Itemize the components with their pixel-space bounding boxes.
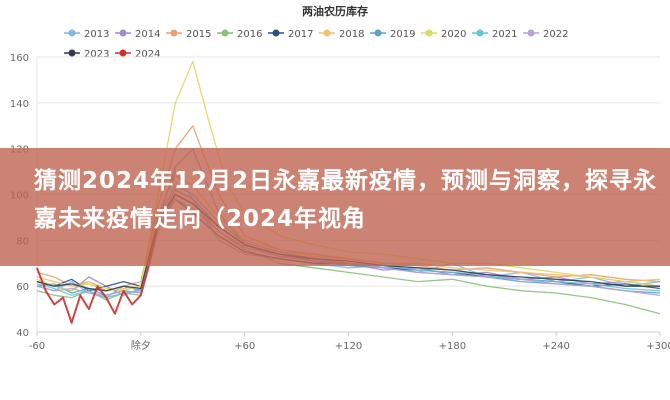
legend-label: 2024 bbox=[135, 49, 160, 60]
x-tick-label: +60 bbox=[234, 341, 255, 352]
y-tick-label: 160 bbox=[10, 53, 29, 64]
legend-swatch-marker bbox=[119, 49, 127, 57]
legend-item-2024[interactable]: 2024 bbox=[115, 49, 160, 60]
legend-label: 2020 bbox=[441, 29, 466, 40]
legend-label: 2018 bbox=[339, 29, 364, 40]
x-tick-label: +240 bbox=[542, 341, 569, 352]
x-tick-label: 除夕 bbox=[131, 339, 151, 352]
legend-label: 2019 bbox=[390, 29, 415, 40]
legend-swatch-marker bbox=[323, 29, 331, 37]
x-tick-label: +120 bbox=[335, 341, 362, 352]
x-tick-label: -60 bbox=[29, 341, 45, 352]
legend-item-2015[interactable]: 2015 bbox=[166, 29, 211, 40]
legend-swatch-marker bbox=[119, 29, 127, 37]
legend-swatch-marker bbox=[221, 29, 229, 37]
headline-banner: 猜测2024年12月2日永嘉最新疫情，预测与洞察，探寻永嘉未来疫情走向（2024… bbox=[0, 148, 670, 266]
legend-swatch-marker bbox=[527, 29, 535, 37]
x-axis: -60 除夕 +60 +120 +180 +240 +300 bbox=[29, 57, 670, 352]
series-line-2024 bbox=[36, 221, 160, 324]
legend-item-2020[interactable]: 2020 bbox=[421, 29, 466, 40]
chart-legend[interactable]: 2013 2014 2015 2016 2017 2018 2019 2020 2021 2022… bbox=[64, 29, 568, 60]
y-tick-label: 60 bbox=[16, 282, 29, 293]
legend-item-2021[interactable]: 2021 bbox=[472, 29, 517, 40]
legend-item-2019[interactable]: 2019 bbox=[370, 29, 415, 40]
legend-item-2022[interactable]: 2022 bbox=[523, 29, 568, 40]
x-tick-label: +180 bbox=[439, 341, 466, 352]
legend-label: 2017 bbox=[288, 29, 313, 40]
x-tick-label: +300 bbox=[646, 341, 670, 352]
legend-swatch-marker bbox=[374, 29, 382, 37]
legend-label: 2016 bbox=[237, 29, 262, 40]
legend-label: 2022 bbox=[543, 29, 568, 40]
legend-swatch-marker bbox=[68, 49, 76, 57]
headline-text: 猜测2024年12月2日永嘉最新疫情，预测与洞察，探寻永嘉未来疫情走向（2024… bbox=[34, 168, 658, 232]
legend-label: 2023 bbox=[84, 49, 109, 60]
legend-swatch-marker bbox=[68, 29, 76, 37]
legend-label: 2021 bbox=[492, 29, 517, 40]
legend-label: 2014 bbox=[135, 29, 160, 40]
legend-item-2016[interactable]: 2016 bbox=[217, 29, 262, 40]
legend-item-2013[interactable]: 2013 bbox=[64, 29, 109, 40]
chart-title: 两油农历库存 bbox=[302, 4, 368, 18]
legend-item-2023[interactable]: 2023 bbox=[64, 49, 109, 60]
legend-label: 2013 bbox=[84, 29, 109, 40]
legend-swatch-marker bbox=[272, 29, 280, 37]
legend-item-2017[interactable]: 2017 bbox=[268, 29, 313, 40]
legend-swatch-marker bbox=[170, 29, 178, 37]
legend-swatch-marker bbox=[476, 29, 484, 37]
y-tick-label: 40 bbox=[16, 328, 29, 339]
legend-item-2014[interactable]: 2014 bbox=[115, 29, 160, 40]
y-tick-label: 140 bbox=[10, 99, 29, 110]
legend-swatch-marker bbox=[425, 29, 433, 37]
legend-label: 2015 bbox=[186, 29, 211, 40]
legend-item-2018[interactable]: 2018 bbox=[319, 29, 364, 40]
